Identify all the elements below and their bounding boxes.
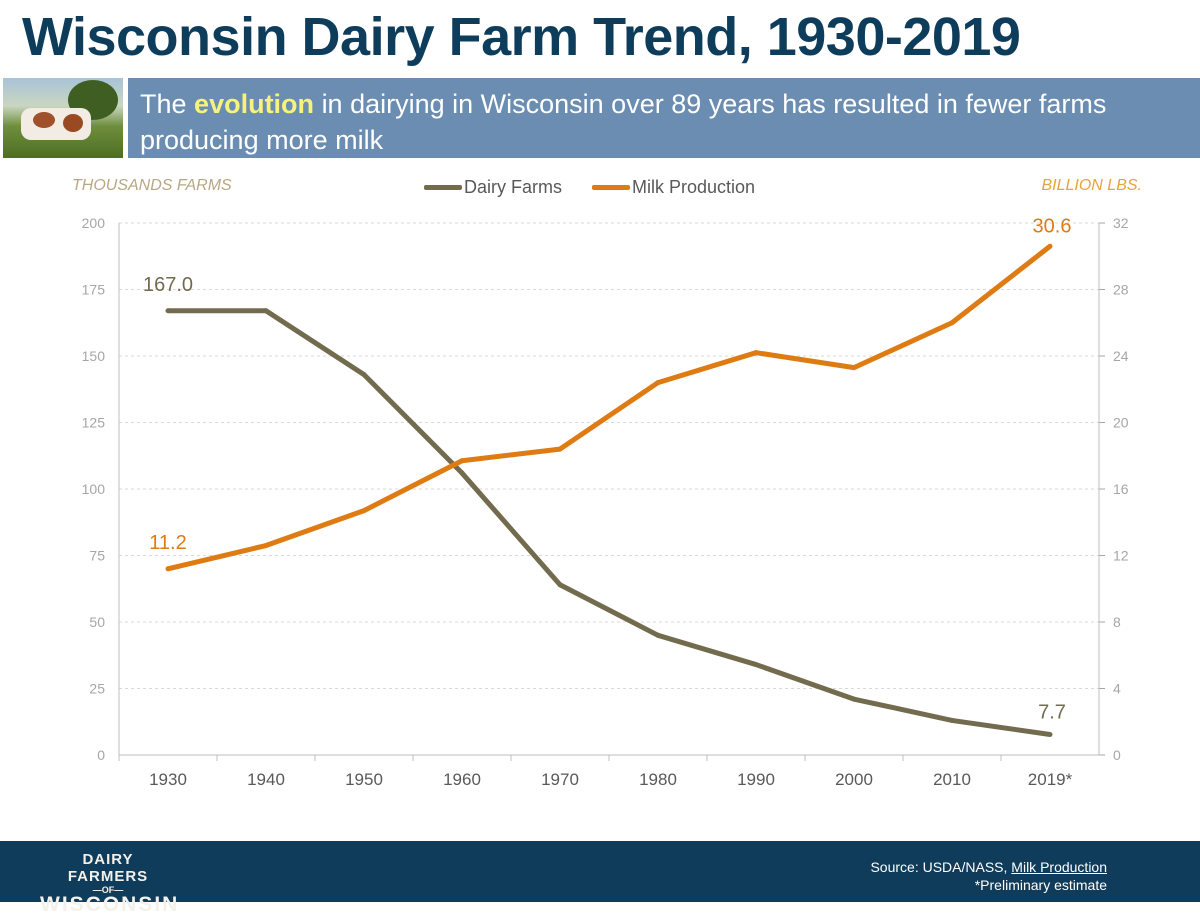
series-line-dairy-farms — [168, 308, 1051, 737]
right-tick-label: 24 — [1113, 348, 1129, 364]
banner-pre: The — [140, 89, 187, 119]
banner-highlight: evolution — [194, 89, 315, 119]
source-link[interactable]: Milk Production — [1011, 859, 1107, 875]
data-point — [753, 662, 759, 668]
data-point — [655, 380, 661, 386]
data-label-last: 30.6 — [1033, 215, 1072, 237]
data-point — [459, 458, 465, 464]
data-label-first: 11.2 — [149, 532, 186, 554]
left-tick-label: 25 — [89, 681, 105, 697]
data-point — [1047, 732, 1053, 738]
data-point — [361, 372, 367, 378]
data-point — [851, 696, 857, 702]
left-axis-title: THOUSANDS FARMS — [72, 177, 232, 194]
left-tick-label: 100 — [82, 481, 106, 497]
legend: Dairy Farms Milk Production — [424, 177, 755, 198]
right-tick-label: 28 — [1113, 282, 1129, 298]
preliminary-note: *Preliminary estimate — [974, 877, 1107, 893]
x-tick-label: 1940 — [247, 770, 285, 789]
right-tick-label: 4 — [1113, 681, 1121, 697]
data-point — [263, 308, 269, 314]
x-tick-label: 1930 — [149, 770, 187, 789]
right-tick-label: 12 — [1113, 548, 1129, 564]
legend-dairy-farms: Dairy Farms — [424, 177, 562, 198]
source-prefix: Source: USDA/NASS, — [870, 859, 1008, 875]
data-point — [165, 308, 171, 314]
legend-milk-production: Milk Production — [592, 177, 755, 198]
right-axis-title: BILLION LBS. — [1041, 177, 1143, 194]
left-tick-label: 150 — [82, 348, 106, 364]
data-point — [655, 632, 661, 638]
subtitle-banner: The evolution in dairying in Wisconsin o… — [128, 78, 1200, 158]
right-tick-label: 16 — [1113, 481, 1129, 497]
data-point — [557, 582, 563, 588]
x-tick-label: 2000 — [835, 770, 873, 789]
data-point — [753, 350, 759, 356]
left-tick-label: 0 — [97, 747, 105, 763]
right-tick-label: 32 — [1113, 215, 1129, 231]
right-tick-label: 20 — [1113, 415, 1129, 431]
left-tick-label: 75 — [89, 548, 105, 564]
data-point — [851, 365, 857, 371]
x-tick-label: 1990 — [737, 770, 775, 789]
right-tick-label: 0 — [1113, 747, 1121, 763]
footer: DAIRY FARMERS —OF— WISCONSIN Source: USDA/… — [0, 841, 1200, 915]
x-tick-label: 1960 — [443, 770, 481, 789]
line-chart: 0255075100125150175200048121620242832193… — [82, 215, 1129, 789]
legend-label: Dairy Farms — [464, 177, 562, 197]
data-point — [949, 717, 955, 723]
banner-post: in dairying in Wisconsin over 89 years h… — [140, 89, 1107, 155]
right-tick-label: 8 — [1113, 614, 1121, 630]
data-point — [165, 566, 171, 572]
data-point — [1047, 243, 1053, 249]
page-title: Wisconsin Dairy Farm Trend, 1930-2019 — [22, 7, 1021, 67]
data-label-first: 167.0 — [143, 274, 193, 296]
data-point — [949, 320, 955, 326]
data-point — [557, 446, 563, 452]
left-tick-label: 175 — [82, 282, 106, 298]
data-point — [459, 470, 465, 476]
x-tick-label: 1980 — [639, 770, 677, 789]
x-tick-label: 2010 — [933, 770, 971, 789]
left-tick-label: 50 — [89, 614, 105, 630]
x-tick-label: 1950 — [345, 770, 383, 789]
series-line-milk-production — [167, 244, 1052, 572]
data-label-last: 7.7 — [1038, 702, 1066, 724]
source-note: Source: USDA/NASS, Milk Production *Prel… — [870, 858, 1107, 894]
x-tick-label: 1970 — [541, 770, 579, 789]
x-tick-label: 2019* — [1028, 770, 1073, 789]
data-point — [361, 508, 367, 514]
left-tick-label: 125 — [82, 415, 106, 431]
cow-photo — [3, 78, 123, 158]
legend-label: Milk Production — [632, 177, 756, 197]
data-point — [263, 543, 269, 549]
dairy-farmers-logo: DAIRY FARMERS —OF— WISCONSIN — [40, 851, 180, 916]
left-tick-label: 200 — [82, 215, 106, 231]
